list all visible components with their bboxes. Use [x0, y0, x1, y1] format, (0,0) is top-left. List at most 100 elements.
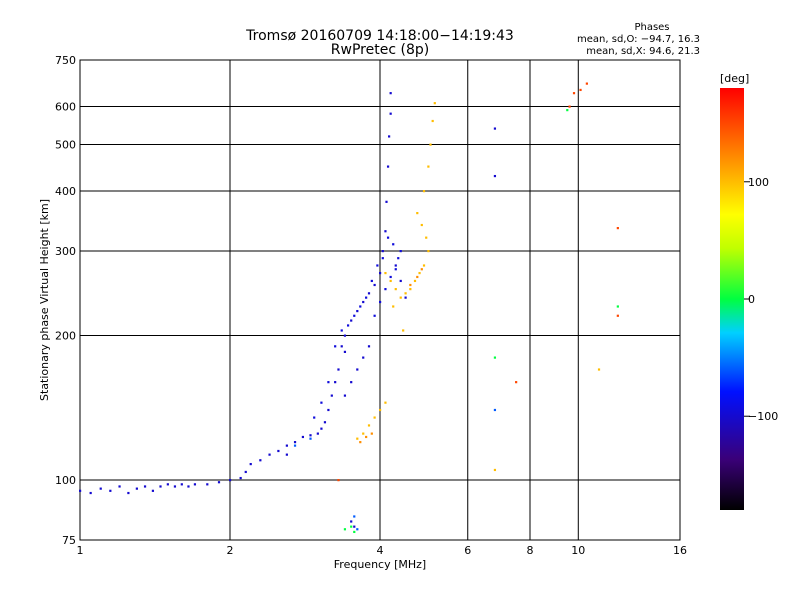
data-point [493, 127, 497, 130]
data-point [367, 345, 371, 348]
data-point [493, 468, 497, 472]
data-point [268, 453, 271, 456]
data-point [343, 334, 347, 337]
data-point [343, 350, 347, 353]
data-point [427, 165, 430, 168]
data-point [389, 92, 392, 95]
data-point [79, 489, 82, 492]
data-point [367, 292, 371, 295]
data-point [285, 444, 288, 447]
data-point [293, 441, 297, 444]
data-point [187, 485, 190, 488]
data-point [370, 279, 373, 283]
data-point [420, 268, 423, 271]
data-point [386, 236, 390, 239]
data-point [309, 437, 312, 440]
y-tick-label: 400 [55, 185, 76, 198]
data-point [433, 102, 436, 105]
data-point [118, 485, 121, 488]
data-point [313, 416, 316, 419]
data-point [343, 394, 347, 397]
data-point [384, 271, 387, 275]
x-tick-label: 8 [527, 544, 534, 557]
data-point [392, 305, 395, 308]
data-point [166, 483, 169, 486]
data-point [350, 319, 353, 322]
data-point [337, 368, 340, 371]
data-point [343, 528, 347, 531]
data-point [373, 416, 376, 419]
data-point [193, 483, 197, 486]
data-point [89, 491, 92, 495]
phases-box-o-stats: mean, sd,O: −94.7, 16.3 [577, 34, 700, 45]
data-point [356, 309, 359, 313]
data-point [420, 223, 423, 227]
data-point [515, 381, 518, 384]
data-point [365, 435, 368, 439]
data-point [323, 421, 327, 424]
data-point [385, 200, 388, 203]
chart-title: Tromsø 20160709 14:18:00−14:19:43 [245, 28, 514, 44]
data-point [389, 112, 392, 115]
data-point [217, 481, 221, 484]
data-point [585, 82, 588, 85]
data-point [334, 381, 337, 384]
data-point [301, 435, 305, 439]
data-point [362, 432, 365, 435]
data-point [425, 236, 428, 239]
data-point [384, 288, 387, 291]
data-point [394, 264, 397, 267]
colorbar-tick-label: −100 [748, 410, 778, 423]
x-tick-label: 6 [464, 544, 471, 557]
data-point [353, 530, 356, 534]
gridlines [80, 60, 680, 540]
y-tick-label: 500 [55, 139, 76, 152]
data-point [362, 300, 365, 304]
data-point [568, 105, 571, 108]
data-point [409, 283, 412, 287]
data-point [381, 257, 384, 260]
y-axis-ticks: 75 100 200 300 400 500 600 750 [55, 54, 76, 547]
data-point [135, 487, 138, 490]
data-point [143, 485, 147, 488]
colorbar-tick-label: 100 [748, 176, 769, 189]
data-point [350, 381, 353, 384]
data-point [293, 444, 297, 447]
data-point [320, 401, 323, 404]
data-point [259, 459, 262, 462]
data-point [356, 528, 359, 531]
data-point [394, 268, 397, 271]
data-point [229, 479, 232, 482]
data-point [239, 476, 242, 480]
data-point [404, 292, 407, 295]
y-tick-label: 300 [55, 245, 76, 258]
colorbar-tick-label: 0 [748, 293, 755, 306]
data-point [365, 296, 368, 299]
data-point [346, 324, 350, 327]
data-point [416, 275, 419, 279]
phases-box-title: Phases [634, 22, 669, 33]
y-tick-label: 750 [55, 54, 76, 67]
y-tick-label: 100 [55, 474, 76, 487]
data-point [356, 368, 359, 371]
data-point [277, 449, 280, 453]
x-axis-ticks: 1 2 4 6 8 10 16 [77, 544, 688, 557]
data-point [422, 264, 426, 267]
data-point [340, 329, 343, 332]
data-point [316, 432, 319, 435]
y-tick-label: 200 [55, 330, 76, 343]
data-point [180, 483, 183, 486]
data-point [397, 257, 400, 260]
data-point [362, 356, 365, 359]
data-point [330, 394, 333, 397]
data-point [320, 427, 323, 430]
data-point [285, 453, 288, 456]
x-tick-label: 4 [377, 544, 384, 557]
colorbar-ticks: 100 0 −100 [744, 176, 778, 423]
data-point [244, 470, 247, 474]
data-point [359, 305, 362, 308]
data-point [389, 279, 392, 283]
data-point [127, 491, 130, 495]
data-point [409, 288, 412, 291]
